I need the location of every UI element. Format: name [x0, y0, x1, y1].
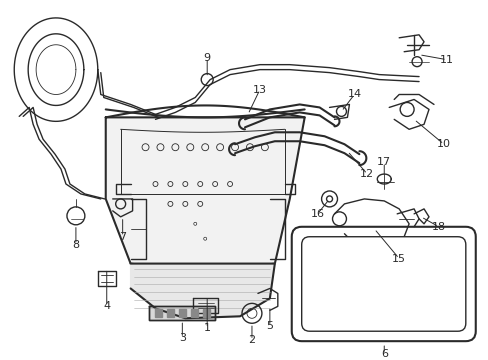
Text: 7: 7 — [119, 232, 126, 242]
Text: 12: 12 — [360, 169, 374, 179]
Text: 18: 18 — [431, 222, 445, 232]
Polygon shape — [203, 309, 210, 317]
Text: 16: 16 — [310, 209, 324, 219]
Text: 10: 10 — [436, 139, 450, 149]
Circle shape — [193, 222, 196, 225]
Text: 13: 13 — [252, 85, 266, 95]
Text: 3: 3 — [179, 333, 185, 343]
Text: 15: 15 — [391, 253, 406, 264]
FancyBboxPatch shape — [291, 227, 475, 341]
Text: 11: 11 — [439, 55, 453, 65]
Polygon shape — [155, 309, 162, 317]
Polygon shape — [105, 117, 304, 274]
Polygon shape — [191, 309, 198, 317]
Text: 8: 8 — [72, 240, 80, 250]
Polygon shape — [148, 306, 215, 320]
FancyBboxPatch shape — [301, 237, 465, 331]
Text: 4: 4 — [103, 301, 110, 311]
Polygon shape — [179, 309, 186, 317]
Polygon shape — [130, 264, 274, 318]
Text: 2: 2 — [248, 335, 255, 345]
Text: 14: 14 — [346, 90, 361, 99]
Circle shape — [326, 196, 332, 202]
Text: 17: 17 — [376, 157, 390, 167]
Circle shape — [203, 237, 206, 240]
Polygon shape — [167, 309, 174, 317]
Text: 9: 9 — [203, 53, 210, 63]
Text: 1: 1 — [203, 323, 210, 333]
Text: 5: 5 — [266, 321, 273, 331]
Text: 6: 6 — [380, 349, 387, 359]
